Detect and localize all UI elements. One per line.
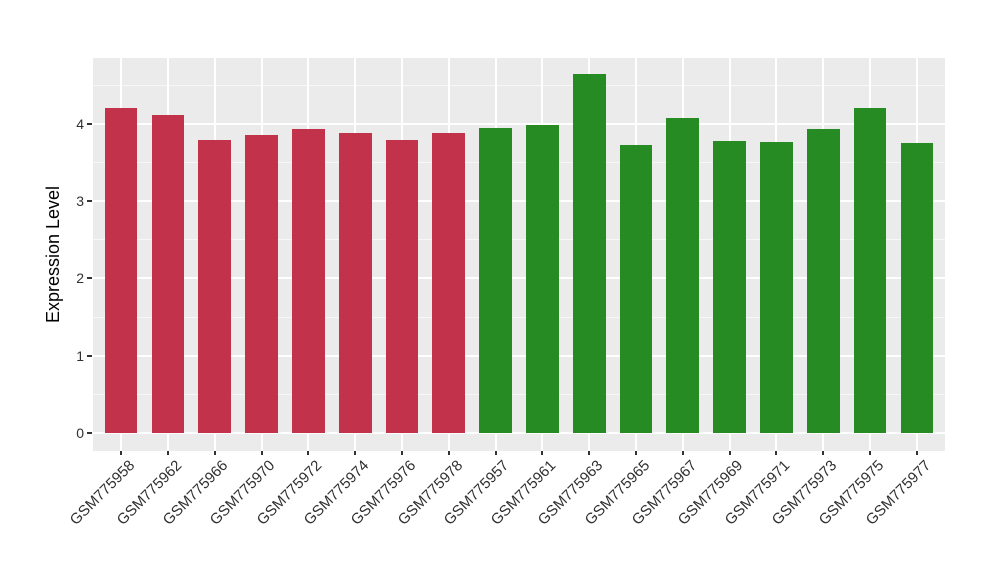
- x-tick-mark: [166, 451, 169, 455]
- bar: [479, 128, 512, 434]
- x-tick-mark: [869, 451, 872, 455]
- gridline-minor: [93, 239, 945, 241]
- y-tick-label: 2: [76, 270, 84, 287]
- bar: [526, 124, 559, 434]
- x-tick-mark: [541, 451, 544, 455]
- bar: [432, 133, 466, 434]
- x-tick-mark: [775, 451, 778, 455]
- y-tick-label: 3: [76, 193, 84, 210]
- bar: [198, 140, 232, 434]
- gridline-minor: [93, 316, 945, 318]
- bar: [760, 142, 793, 434]
- x-tick-mark: [307, 451, 310, 455]
- bar: [666, 117, 700, 434]
- bar: [291, 129, 325, 434]
- gridline-major: [93, 200, 945, 203]
- gridline-minor: [93, 161, 945, 163]
- x-tick-mark: [681, 451, 684, 455]
- bar: [900, 143, 934, 434]
- bar: [245, 135, 278, 434]
- x-tick-mark: [120, 451, 123, 455]
- gridline-major: [93, 122, 945, 125]
- bar: [853, 107, 887, 434]
- bar: [713, 140, 747, 434]
- bar: [572, 74, 606, 434]
- x-tick-mark: [260, 451, 263, 455]
- gridline-major: [93, 354, 945, 357]
- gridline-major: [93, 432, 945, 435]
- gridline-major: [93, 277, 945, 280]
- bar: [104, 107, 138, 434]
- x-tick-mark: [213, 451, 216, 455]
- x-tick-mark: [635, 451, 638, 455]
- y-tick-label: 0: [76, 425, 84, 442]
- y-tick-mark: [87, 122, 92, 125]
- x-tick-mark: [915, 451, 918, 455]
- bar: [151, 115, 185, 434]
- gridline-minor: [93, 394, 945, 396]
- bar: [338, 133, 372, 434]
- x-tick-mark: [822, 451, 825, 455]
- bar: [806, 129, 840, 434]
- y-tick-mark: [87, 354, 92, 357]
- gridline-minor: [93, 84, 945, 86]
- y-tick-mark: [87, 432, 92, 435]
- x-tick-mark: [494, 451, 497, 455]
- y-tick-mark: [87, 200, 92, 203]
- y-tick-label: 1: [76, 347, 84, 364]
- plot-panel: [93, 58, 945, 451]
- x-tick-mark: [728, 451, 731, 455]
- bar: [385, 140, 419, 434]
- x-tick-mark: [400, 451, 403, 455]
- y-tick-mark: [87, 277, 92, 280]
- x-tick-mark: [447, 451, 450, 455]
- bar: [619, 145, 653, 434]
- x-tick-mark: [588, 451, 591, 455]
- y-tick-label: 4: [76, 115, 84, 132]
- x-tick-mark: [354, 451, 357, 455]
